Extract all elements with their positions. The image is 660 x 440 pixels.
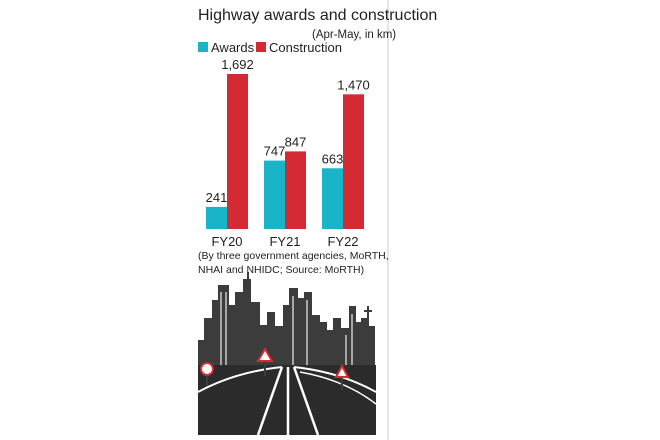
data-label-awards-fy21: 747 — [264, 144, 286, 159]
data-label-awards-fy22: 663 — [322, 151, 344, 166]
bar-construction-fy22 — [343, 94, 364, 229]
legend-label-awards: Awards — [211, 40, 255, 55]
highway-curve-left — [197, 366, 283, 393]
bar-awards-fy20 — [206, 206, 227, 229]
bar-construction-fy20 — [227, 74, 248, 229]
bar-awards-fy21 — [264, 160, 285, 229]
warning-sign-right-icon — [334, 363, 350, 390]
category-label-fy20: FY20 — [211, 234, 242, 249]
legend-swatch-construction — [256, 42, 266, 52]
data-label-construction-fy21: 847 — [285, 134, 307, 149]
highway-lane-marking-left — [256, 366, 284, 436]
warning-sign-left-icon — [256, 347, 274, 376]
legend-swatch-awards — [198, 42, 208, 52]
legend-label-construction: Construction — [269, 40, 342, 55]
bar-awards-fy22 — [322, 168, 343, 229]
legend: Awards Construction — [198, 40, 342, 55]
highway-lane-marking-right — [292, 366, 320, 436]
data-label-construction-fy22: 1,470 — [337, 77, 370, 92]
footnote-line-2: NHAI and NHIDC; Source: MoRTH) — [198, 264, 364, 276]
chart-title: Highway awards and construction — [198, 7, 437, 24]
footnote: (By three government agencies, MoRTH, NH… — [198, 250, 389, 276]
category-label-fy22: FY22 — [327, 234, 358, 249]
data-label-awards-fy20: 241 — [206, 190, 228, 205]
footnote-line-1: (By three government agencies, MoRTH, — [198, 250, 389, 262]
city-skyline-highway-icon — [197, 272, 377, 436]
chart-subtitle: (Apr-May, in km) — [312, 29, 396, 41]
data-label-construction-fy20: 1,692 — [221, 57, 254, 72]
category-label-fy21: FY21 — [269, 234, 300, 249]
bar-construction-fy21 — [285, 151, 306, 229]
building-windows — [220, 292, 353, 385]
round-road-sign-icon — [200, 362, 214, 386]
